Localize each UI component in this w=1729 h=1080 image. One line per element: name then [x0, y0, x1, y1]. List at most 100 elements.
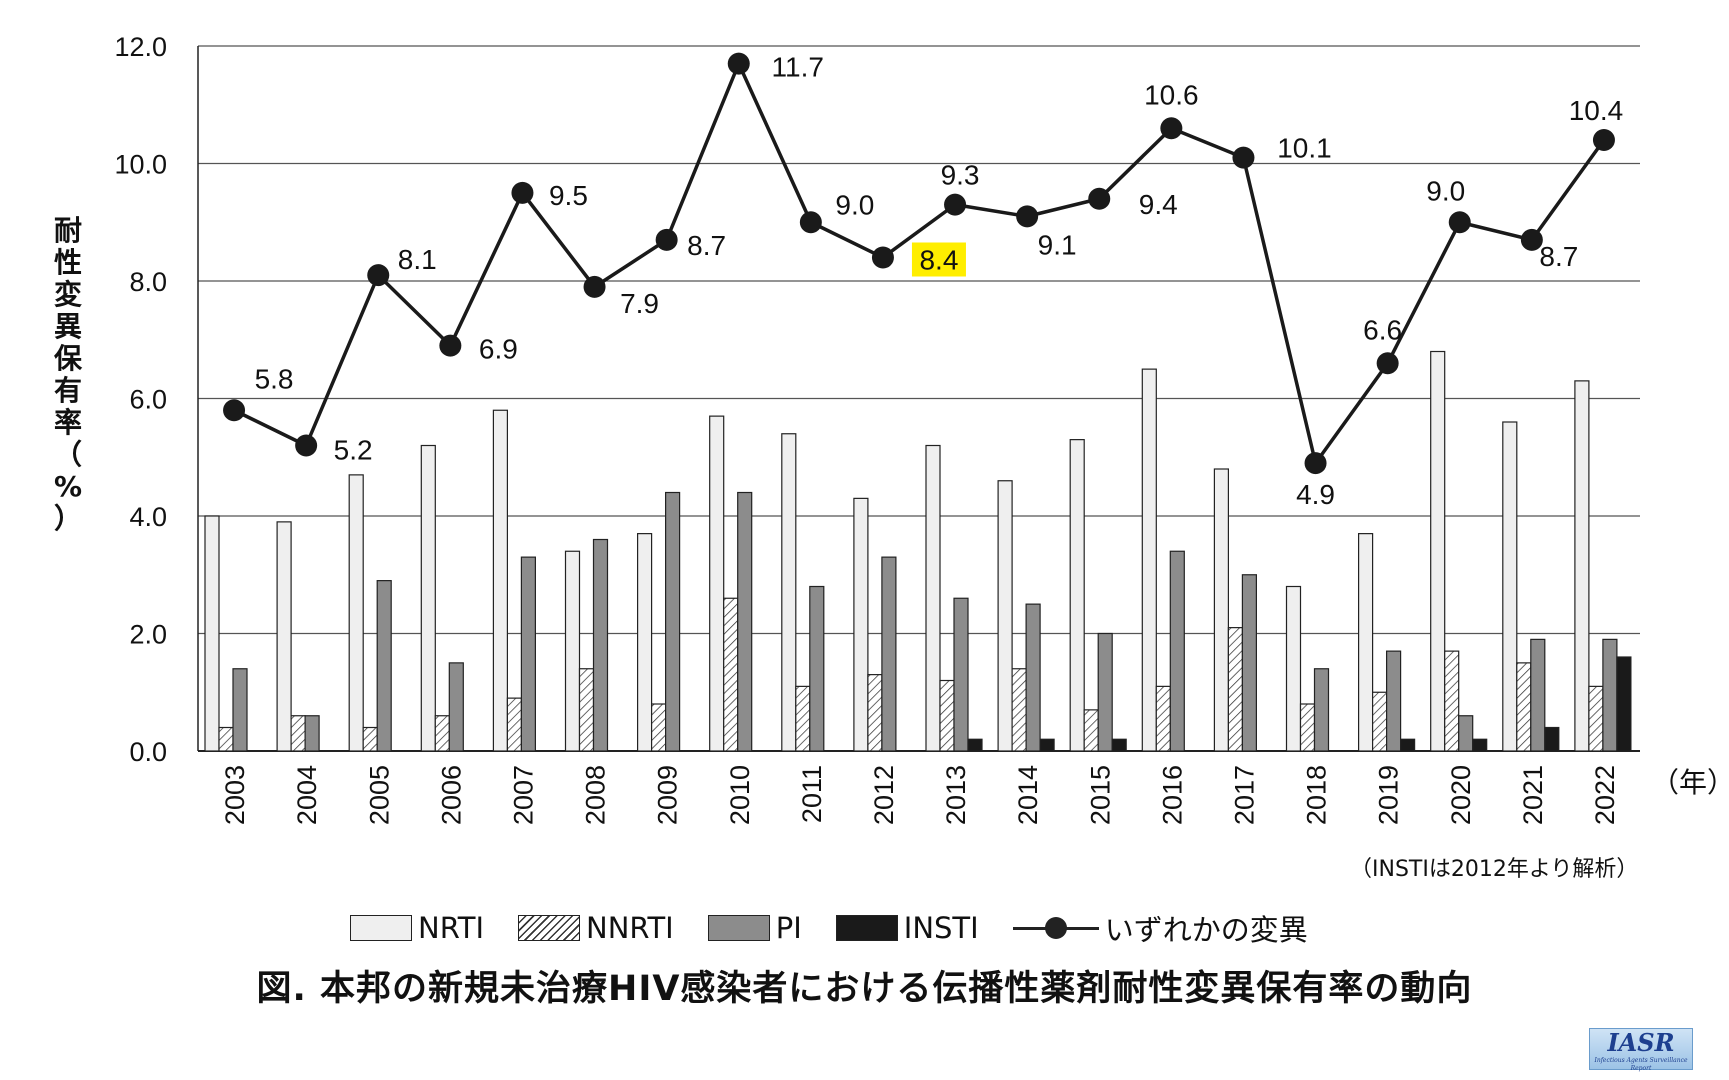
legend-swatch-nnrti [518, 915, 581, 941]
line-point [223, 399, 246, 422]
legend-item-insti: INSTI [835, 911, 979, 945]
bar-nrti [492, 409, 508, 752]
x-tick-label: 2022 [1590, 765, 1620, 825]
line-point [1592, 129, 1615, 151]
bar-pi [448, 662, 464, 752]
bar-nnrti [218, 726, 234, 752]
data-label: 9.4 [1139, 189, 1178, 220]
bar-insti [1544, 726, 1560, 752]
insti-note: （INSTIは2012年より解析） [1350, 857, 1639, 882]
bar-nnrti [650, 703, 667, 752]
y-axis-label-char: 率 [53, 406, 82, 439]
line-point [1520, 228, 1543, 251]
y-axis-label-char: % [53, 470, 83, 503]
y-tick-label: 4.0 [129, 502, 167, 532]
line-point [1376, 352, 1399, 375]
legend-label-nrti: NRTI [418, 911, 485, 945]
bar-pi [520, 556, 537, 752]
data-label: 8.7 [1539, 241, 1578, 272]
x-tick-label: 2004 [292, 765, 322, 825]
line-point [1160, 117, 1183, 140]
bar-nrti [420, 444, 436, 752]
bar-nrti [636, 533, 653, 752]
x-tick-label: 2007 [508, 765, 538, 825]
bar-nrti [925, 444, 941, 752]
bar-nrti [276, 521, 292, 752]
line-point [871, 246, 894, 269]
x-tick-label: 2003 [220, 765, 250, 825]
legend-item-nrti: NRTI [350, 911, 484, 945]
bar-nrti [781, 433, 797, 752]
data-label: 6.6 [1363, 314, 1402, 345]
line-point [367, 264, 390, 287]
data-label: 9.3 [941, 160, 980, 191]
bar-nrti [1574, 380, 1590, 752]
legend-label-any: いずれかの変異 [1104, 913, 1308, 947]
iasr-logo: IASR Infectious Agents Surveillance Repo… [1589, 1028, 1693, 1072]
bar-nrti [1213, 468, 1230, 752]
line-point [1016, 205, 1039, 228]
y-tick-label: 8.0 [129, 267, 167, 297]
bar-nrti [348, 474, 364, 752]
data-label: 4.9 [1296, 479, 1335, 510]
data-label: 5.2 [334, 435, 373, 466]
legend-label-nnrti: NNRTI [586, 911, 674, 945]
bar-insti [1472, 738, 1488, 752]
data-label: 11.7 [772, 52, 824, 83]
y-axis-label-char: 性 [53, 246, 82, 279]
data-label: 5.8 [255, 363, 294, 394]
data-label: 8.1 [398, 244, 437, 275]
line-point [511, 181, 534, 204]
bar-nnrti [362, 726, 378, 752]
bar-insti [1039, 738, 1055, 752]
bar-nrti [997, 480, 1013, 752]
bar-nnrti [434, 715, 450, 752]
bar-pi [1025, 603, 1041, 752]
iasr-logo-subtitle: Infectious Agents Surveillance Report [1594, 1057, 1688, 1072]
bar-nnrti [1516, 662, 1532, 752]
line-point [655, 228, 678, 251]
bar-nnrti [578, 668, 595, 752]
legend-swatch-pi [707, 915, 770, 941]
bar-nnrti [1011, 668, 1027, 752]
bar-nrti [1069, 439, 1085, 752]
bar-nnrti [1371, 691, 1388, 752]
bar-nnrti [290, 715, 306, 752]
legend-swatch-nrti [350, 915, 412, 941]
bar-nrti [204, 515, 220, 752]
bar-insti [1111, 738, 1127, 752]
bar-pi [1530, 638, 1546, 752]
data-label: 8.7 [687, 230, 726, 261]
bar-pi [664, 491, 681, 752]
bar-nrti [1141, 368, 1157, 752]
data-label: 9.0 [835, 189, 874, 220]
y-tick-label: 6.0 [129, 385, 167, 415]
line-point [1448, 211, 1471, 234]
x-tick-label: 2017 [1229, 765, 1259, 825]
data-label: 10.6 [1144, 79, 1199, 110]
line-point [439, 334, 462, 357]
y-axis-label-char: 保 [53, 342, 82, 375]
y-axis-label-char: （ [53, 438, 82, 471]
bar-nnrti [1588, 685, 1604, 752]
y-axis-label-char: 耐 [53, 214, 82, 247]
legend-label-insti: INSTI [903, 911, 979, 945]
iasr-logo-text: IASR [1607, 1028, 1675, 1057]
bar-pi [1313, 668, 1330, 752]
bar-pi [1458, 715, 1474, 752]
bar-insti [1616, 656, 1632, 752]
data-label-highlight [911, 242, 966, 277]
x-tick-label: 2018 [1302, 765, 1332, 825]
x-tick-label: 2016 [1157, 765, 1187, 825]
data-label: 8.4 [919, 245, 958, 276]
bar-nrti [1502, 421, 1518, 752]
line-any-mutation [233, 61, 1606, 465]
x-tick-label: 2006 [436, 765, 466, 825]
data-label: 6.9 [479, 334, 518, 365]
line-point [583, 275, 606, 298]
bar-nnrti [867, 674, 883, 752]
y-tick-label: 12.0 [114, 32, 167, 62]
x-tick-label: 2013 [941, 765, 971, 825]
bar-pi [232, 668, 248, 752]
bar-nrti [564, 550, 581, 752]
